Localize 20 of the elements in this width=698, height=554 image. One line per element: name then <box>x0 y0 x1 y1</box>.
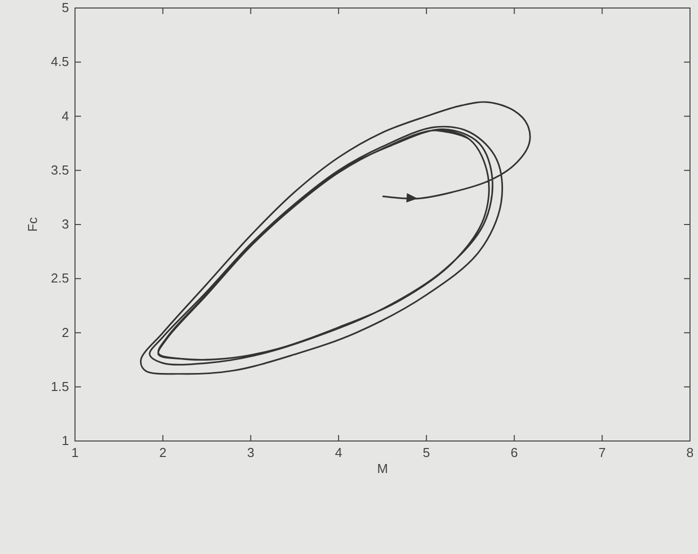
y-axis-title: Fc <box>25 216 40 232</box>
y-tick-label: 2 <box>62 324 69 340</box>
y-tick-label: 4 <box>62 108 69 124</box>
x-tick-label: 7 <box>598 445 606 460</box>
y-tick-label: 3 <box>62 216 69 232</box>
x-tick-label: 8 <box>686 445 694 460</box>
line-series <box>140 101 530 375</box>
x-tick-label: 5 <box>422 445 430 460</box>
x-tick-label: 4 <box>334 445 342 460</box>
y-tick-label: 1.5 <box>50 378 69 394</box>
y-tick-label: 4.5 <box>50 54 69 70</box>
y-tick-label: 2.5 <box>50 270 69 286</box>
x-tick-label: 1 <box>71 445 79 460</box>
x-tick-label: 2 <box>159 445 166 460</box>
y-tick-label: 1 <box>62 433 69 448</box>
x-axis-title: M <box>377 461 388 476</box>
y-tick-label: 3.5 <box>50 162 69 178</box>
x-tick-label: 6 <box>510 445 518 460</box>
x-tick-label: 3 <box>247 445 254 460</box>
y-tick-label: 5 <box>62 0 69 15</box>
